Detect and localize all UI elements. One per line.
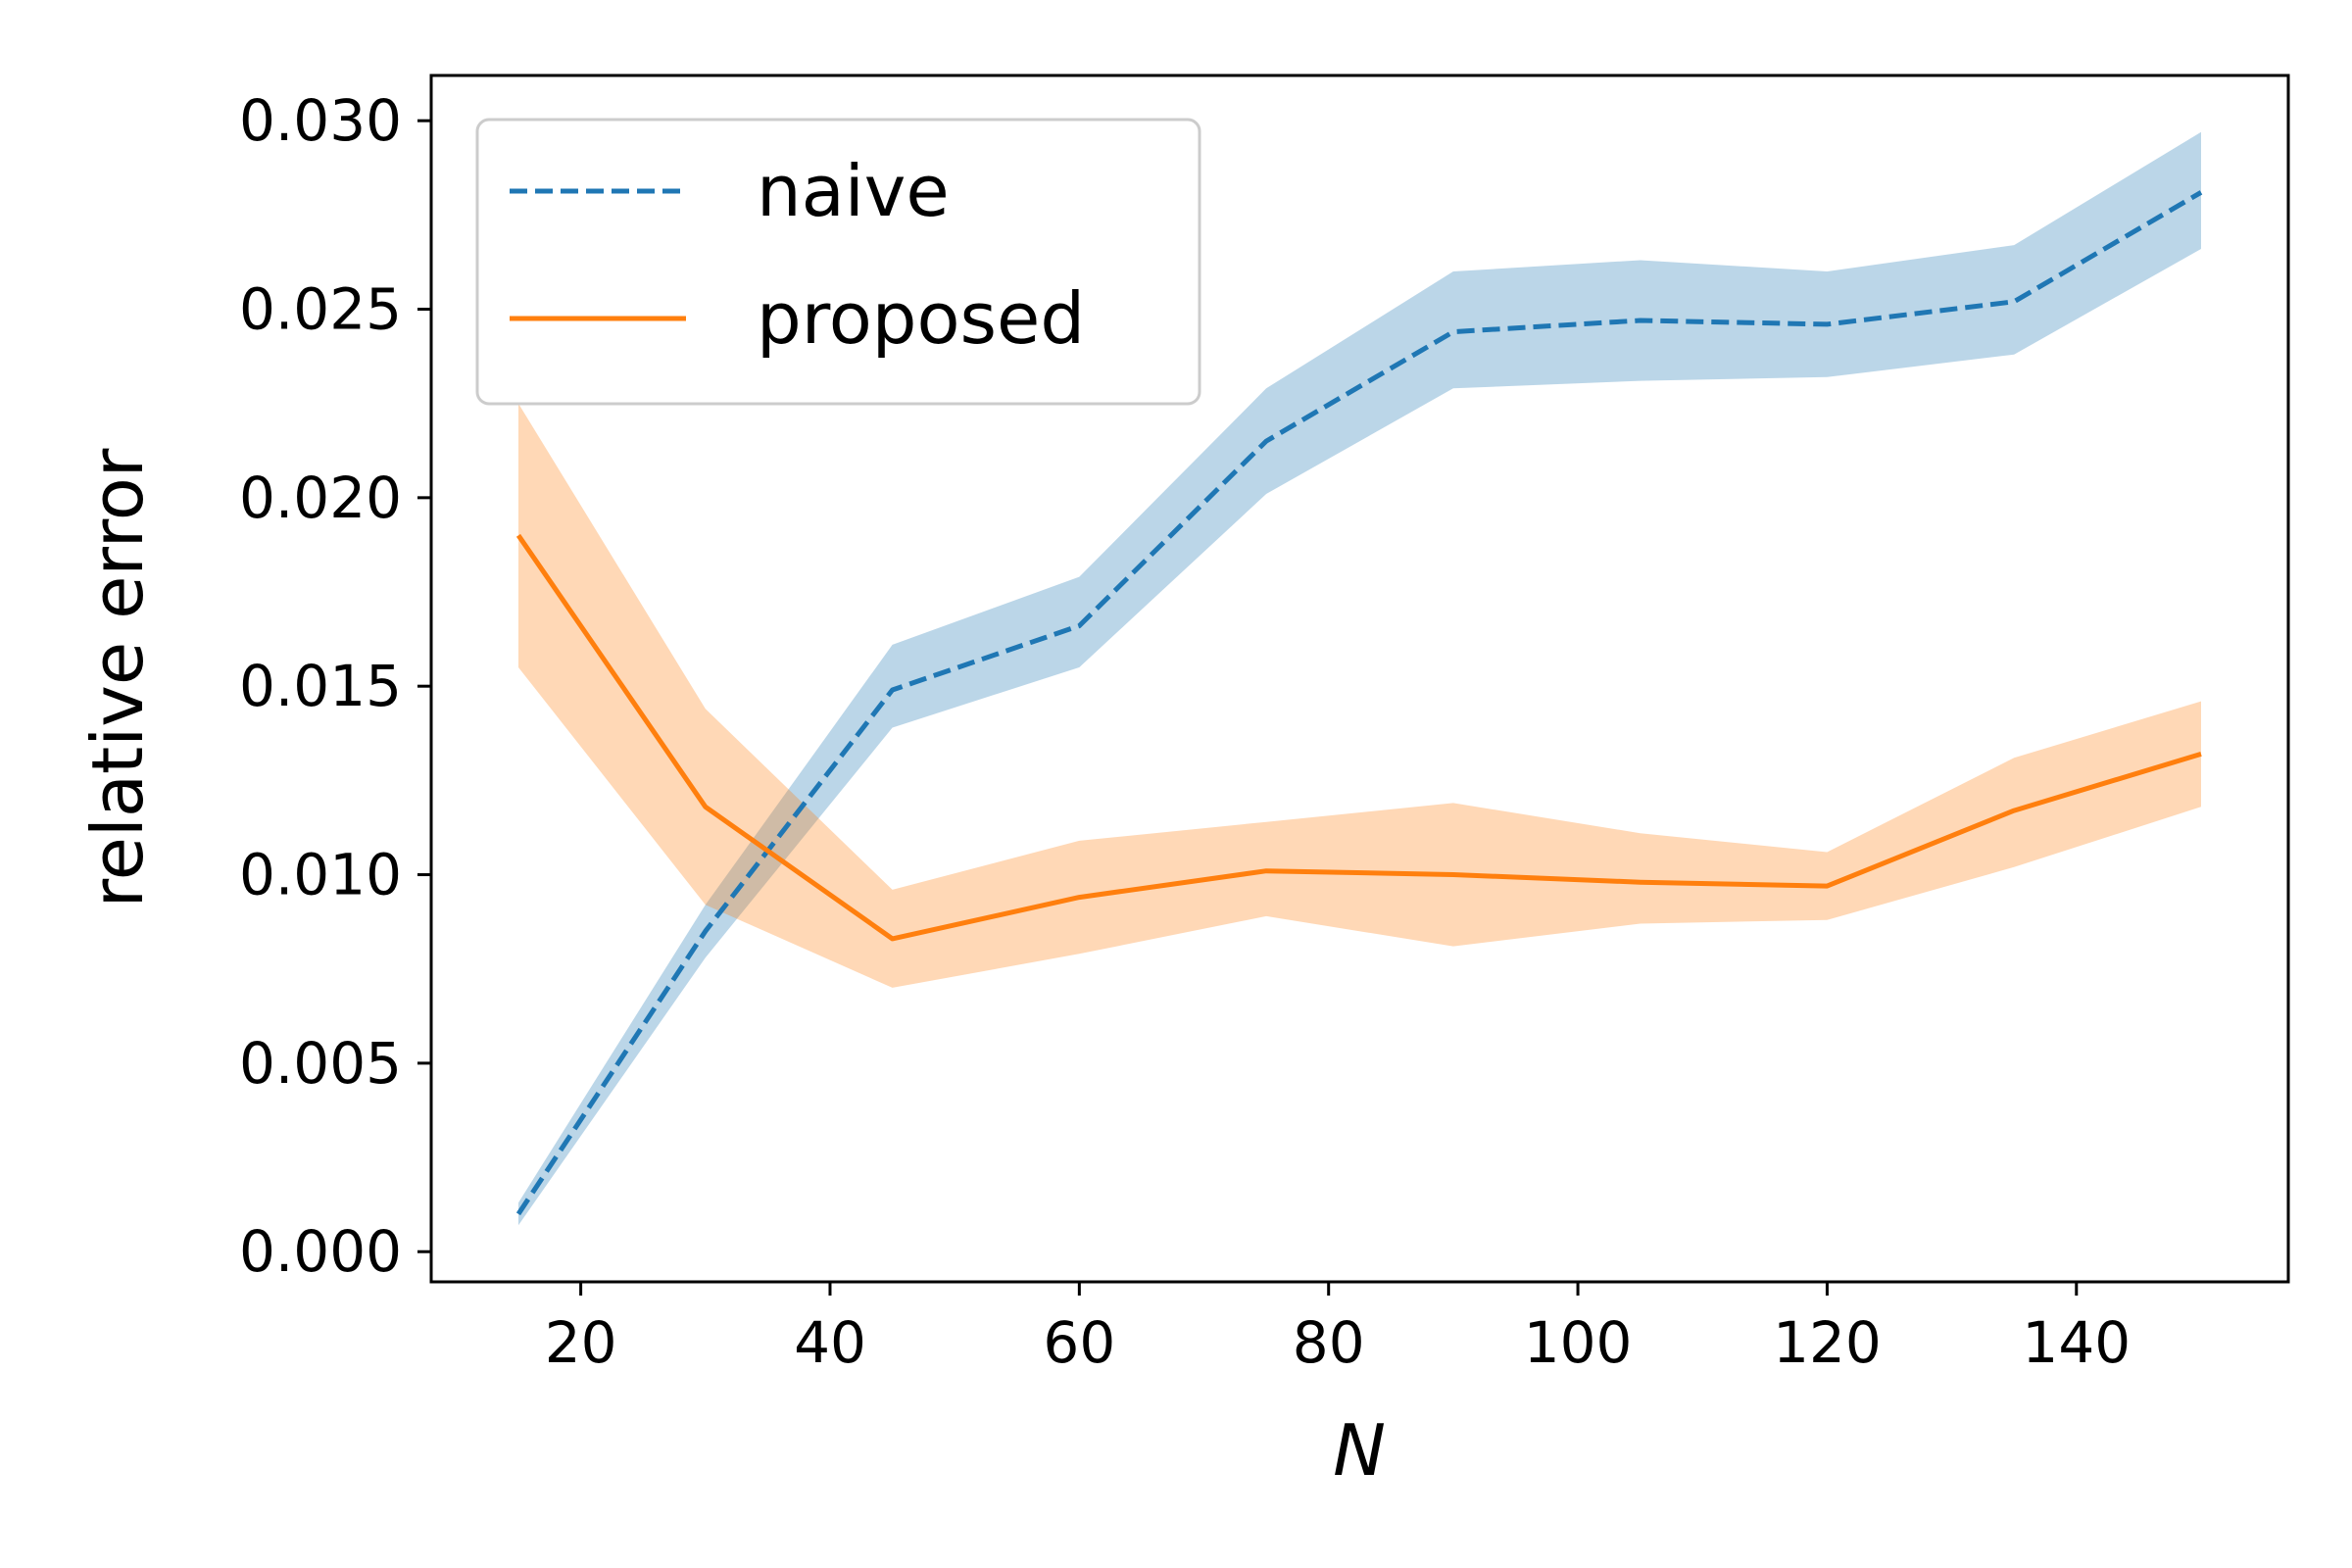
x-tick-label: 100	[1524, 1309, 1633, 1376]
y-tick-label: 0.000	[239, 1218, 402, 1285]
line-proposed	[515, 533, 2202, 942]
x-tick-label: 140	[2022, 1309, 2131, 1376]
x-tick-label: 60	[1043, 1309, 1115, 1376]
x-tick-label: 20	[545, 1309, 617, 1376]
x-axis: 20 40 60 80 100 120 140	[545, 1282, 2131, 1376]
legend-label-naive: naive	[757, 150, 950, 232]
y-tick-label: 0.030	[239, 87, 402, 154]
y-axis: 0.000 0.005 0.010 0.015 0.020 0.025 0.030	[239, 87, 431, 1285]
y-tick-label: 0.025	[239, 276, 402, 343]
legend-box	[475, 118, 1201, 406]
x-tick-label: 80	[1293, 1309, 1365, 1376]
series-lines	[515, 190, 2203, 1216]
y-tick-label: 0.020	[239, 465, 402, 531]
y-tick-label: 0.005	[239, 1030, 402, 1097]
x-axis-label: N	[1333, 1409, 1386, 1492]
y-tick-label: 0.015	[239, 653, 402, 719]
band-proposed	[518, 403, 2201, 988]
y-axis-label: relative error	[76, 448, 159, 907]
x-tick-label: 120	[1773, 1309, 1882, 1376]
y-tick-label: 0.010	[239, 842, 402, 908]
legend: naive proposed	[475, 118, 1201, 406]
plot-frame	[429, 74, 2290, 1284]
line-naive	[515, 190, 2203, 1216]
legend-label-proposed: proposed	[757, 277, 1085, 360]
band-naive	[518, 131, 2201, 1226]
x-tick-label: 40	[794, 1309, 866, 1376]
